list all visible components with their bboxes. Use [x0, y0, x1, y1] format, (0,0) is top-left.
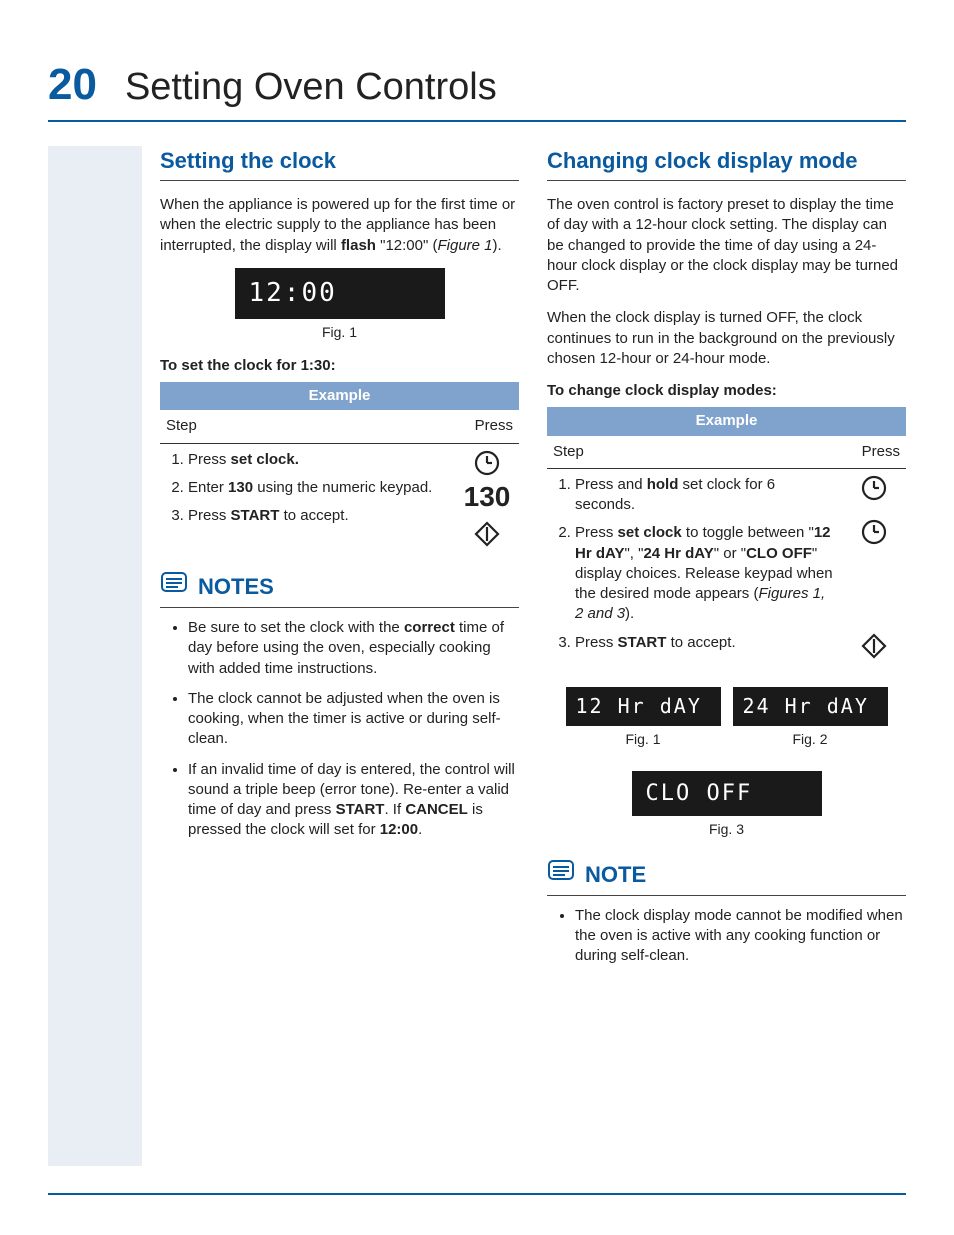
- press-cell: [842, 468, 906, 663]
- display-row: 12 Hr dAY Fig. 1 24 Hr dAY Fig. 2: [547, 679, 906, 763]
- clock-icon: [461, 450, 513, 478]
- note-icon: [160, 571, 188, 603]
- intro-paragraph: When the appliance is powered up for the…: [160, 195, 519, 256]
- note-title: NOTE: [585, 860, 646, 890]
- steps-list: Press and hold set clock for 6 seconds. …: [553, 475, 836, 653]
- list-item: Be sure to set the clock with the correc…: [188, 618, 519, 679]
- example-table: Example Step Press Press set clock. Ente…: [160, 382, 519, 551]
- table-header: Example: [547, 407, 906, 435]
- step-item: Press set clock.: [188, 450, 449, 470]
- figure-caption: Fig. 2: [733, 730, 888, 749]
- table-row: Press and hold set clock for 6 seconds. …: [547, 468, 842, 663]
- footer-rule: [48, 1193, 906, 1195]
- lcd-display: CLO OFF: [632, 771, 822, 817]
- lcd-display: 24 Hr dAY: [733, 687, 888, 726]
- clock-icon: [848, 475, 900, 511]
- list-item: The clock display mode cannot be modifie…: [575, 906, 906, 967]
- table-row: Press set clock. Enter 130 using the num…: [160, 443, 455, 551]
- col-press: Press: [455, 410, 519, 443]
- start-icon: [848, 633, 900, 661]
- figure-caption: Fig. 3: [547, 820, 906, 839]
- col-step: Step: [547, 436, 842, 469]
- steps-list: Press set clock. Enter 130 using the num…: [166, 450, 449, 527]
- note-icon: [547, 859, 575, 891]
- list-item: The clock cannot be adjusted when the ov…: [188, 689, 519, 750]
- page-title: Setting Oven Controls: [125, 62, 497, 113]
- col-step: Step: [160, 410, 455, 443]
- notes-title: NOTES: [198, 572, 274, 602]
- page-header: 20 Setting Oven Controls: [48, 55, 906, 122]
- step-item: Press START to accept.: [188, 506, 449, 526]
- keypad-entry: 130: [461, 478, 513, 516]
- step-item: Press set clock to toggle between "12 Hr…: [575, 523, 836, 624]
- section-title: Changing clock display mode: [547, 146, 906, 181]
- list-item: If an invalid time of day is entered, th…: [188, 760, 519, 841]
- page-number: 20: [48, 55, 97, 114]
- note-heading: NOTE: [547, 859, 906, 896]
- figure-caption: Fig. 1: [566, 730, 721, 749]
- step-item: Press and hold set clock for 6 seconds.: [575, 475, 836, 516]
- section-title: Setting the clock: [160, 146, 519, 181]
- column-right: Changing clock display mode The oven con…: [547, 146, 906, 1166]
- figure-caption: Fig. 1: [160, 323, 519, 342]
- step-item: Press START to accept.: [575, 633, 836, 653]
- left-gutter: [48, 146, 142, 1166]
- note-list: The clock display mode cannot be modifie…: [547, 906, 906, 967]
- sub-heading: To change clock display modes:: [547, 381, 906, 401]
- col-press: Press: [842, 436, 906, 469]
- lcd-display: 12:00: [235, 268, 445, 319]
- clock-icon: [848, 511, 900, 589]
- press-cell: 130: [455, 443, 519, 551]
- table-header: Example: [160, 382, 519, 410]
- start-icon: [461, 521, 513, 549]
- paragraph: When the clock display is turned OFF, th…: [547, 308, 906, 369]
- notes-list: Be sure to set the clock with the correc…: [160, 618, 519, 841]
- notes-heading: NOTES: [160, 571, 519, 608]
- example-table: Example Step Press Press and hold set cl…: [547, 407, 906, 663]
- step-item: Enter 130 using the numeric keypad.: [188, 478, 449, 498]
- column-left: Setting the clock When the appliance is …: [160, 146, 519, 1166]
- paragraph: The oven control is factory preset to di…: [547, 195, 906, 296]
- lcd-display: 12 Hr dAY: [566, 687, 721, 726]
- sub-heading: To set the clock for 1:30:: [160, 356, 519, 376]
